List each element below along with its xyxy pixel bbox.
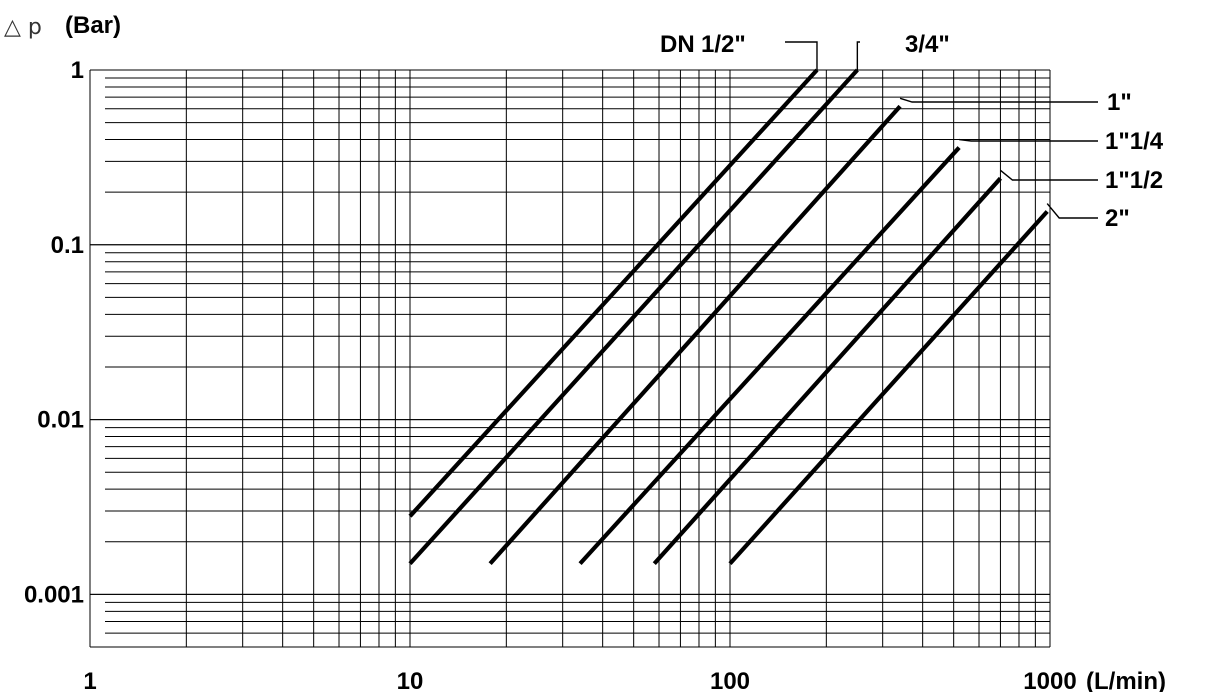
series-label: 3/4" [905, 31, 950, 58]
series-label: 1"1/4 [1105, 128, 1164, 155]
label-leader [1046, 203, 1098, 219]
series-line [408, 68, 819, 518]
series-label: 2" [1105, 205, 1130, 232]
x-tick-labels: 1 10 100 1000 [83, 668, 1076, 692]
series-line [728, 210, 1049, 566]
label-leader [999, 169, 1098, 181]
series-line [408, 68, 859, 566]
y-tick-label: 1 [71, 57, 84, 84]
series-line [652, 176, 1002, 566]
x-tick-label: 1 [83, 668, 96, 692]
x-tick-label: 100 [710, 668, 750, 692]
label-leader [899, 97, 1098, 103]
series-line [578, 146, 961, 566]
series-lines [408, 68, 1049, 566]
series-label: 1" [1107, 89, 1132, 116]
y-axis-prefix: △ p [4, 15, 42, 40]
y-tick-label: 0.001 [24, 581, 84, 608]
x-tick-label: 10 [397, 668, 424, 692]
label-leader [856, 41, 860, 70]
x-axis-label: (L/min) [1086, 668, 1166, 692]
series-labels: 1/2" 3/4" 1" 1"1/4 1"1/2 2" [701, 31, 1164, 232]
legend-prefix: DN [660, 31, 695, 58]
label-leader [959, 138, 1098, 142]
label-leaders [785, 41, 1098, 219]
series-line [488, 104, 902, 566]
y-tick-label: 0.1 [51, 232, 84, 259]
series-label: 1/2" [701, 31, 746, 58]
x-tick-label: 1000 [1023, 668, 1076, 692]
label-leader [785, 41, 818, 70]
y-axis-label: (Bar) [65, 12, 121, 39]
chart-labels: △ p (Bar) (L/min) DN [4, 12, 1166, 692]
grid [89, 69, 1051, 648]
y-tick-label: 0.01 [37, 407, 84, 434]
y-tick-labels: 0.001 0.01 0.1 1 [24, 57, 84, 608]
series-label: 1"1/2 [1105, 167, 1163, 194]
